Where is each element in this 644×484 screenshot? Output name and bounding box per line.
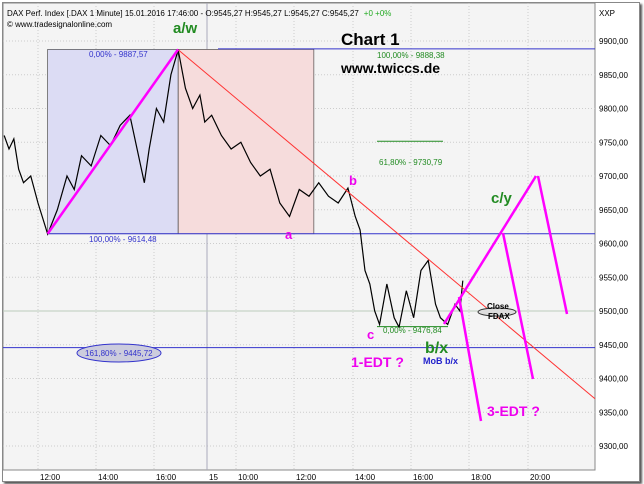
close-fdax-label: Close [487,302,509,311]
price-change: +0 +0% [364,9,392,18]
price-line [3,49,464,329]
y-tick-label: 9350,00 [599,408,628,417]
y-tick-label: 9750,00 [599,138,628,147]
y-tick-label: 9300,00 [599,442,628,451]
x-tick-label: 18:00 [471,473,492,481]
wave-label-cy: c/y [491,190,513,207]
x-tick-label: 15 [209,473,218,481]
x-tick-label: 12:00 [40,473,61,481]
wave-line-edt3 [457,296,483,422]
x-tick-label: 12:00 [296,473,317,481]
fib-ext-marker [76,343,162,363]
x-tick-label: 10:00 [238,473,259,481]
y-tick-label: 9450,00 [599,341,628,350]
y-tick-label: 9500,00 [599,307,628,316]
y-tick-label: 9850,00 [599,71,628,80]
chart-title: Chart 1 [341,30,400,49]
x-tick-label: 14:00 [355,473,376,481]
wave-label-bx: b/x [425,340,448,357]
fib-blue-top: 0,00% - 9887,57 [89,50,148,59]
fib-green-top: 100,00% - 9888,38 [377,51,445,60]
wave-label-b: b [349,173,357,188]
y-tick-label: 9800,00 [599,105,628,114]
x-tick-label: 16:00 [156,473,177,481]
y-tick-label: 9700,00 [599,172,628,181]
site-label: www.twiccs.de [340,60,440,76]
fib-green-mid: 61,80% - 9730,79 [379,158,443,167]
edt1-label: 1-EDT ? [351,354,404,370]
x-tick-label: 14:00 [98,473,119,481]
wave-line-projection [501,232,535,380]
y-tick-label: 9650,00 [599,206,628,215]
wave-line-projection [536,175,569,315]
chart-header: DAX Perf. Index [.DAX 1 Minute] 15.01.20… [7,9,359,18]
copyright: © www.tradesignalonline.com [7,20,112,29]
wave-label-aw: a/w [173,20,198,37]
fib-blue-ext: 161,80% - 9445,72 [85,349,153,358]
x-tick-label: 16:00 [413,473,434,481]
fib-blue-bottom: 100,00% - 9614,48 [89,235,157,244]
y-tick-label: 9600,00 [599,240,628,249]
y-tick-label: 9550,00 [599,273,628,282]
close-fdax-marker [477,307,517,317]
fib-green-bottom: 0,00% - 9476,84 [383,326,442,335]
x-tick-label: 20:00 [530,473,551,481]
axis-unit: XXP [599,9,615,18]
wave-line-aw [46,48,180,235]
wave-label-c: c [367,327,374,342]
close-fdax-label: FDAX [488,312,510,321]
mob-label: MoB b/x [423,356,458,366]
edt3-label: 3-EDT ? [487,403,540,419]
y-tick-label: 9400,00 [599,375,628,384]
y-tick-label: 9900,00 [599,37,628,46]
wave-label-a: a [285,227,293,242]
